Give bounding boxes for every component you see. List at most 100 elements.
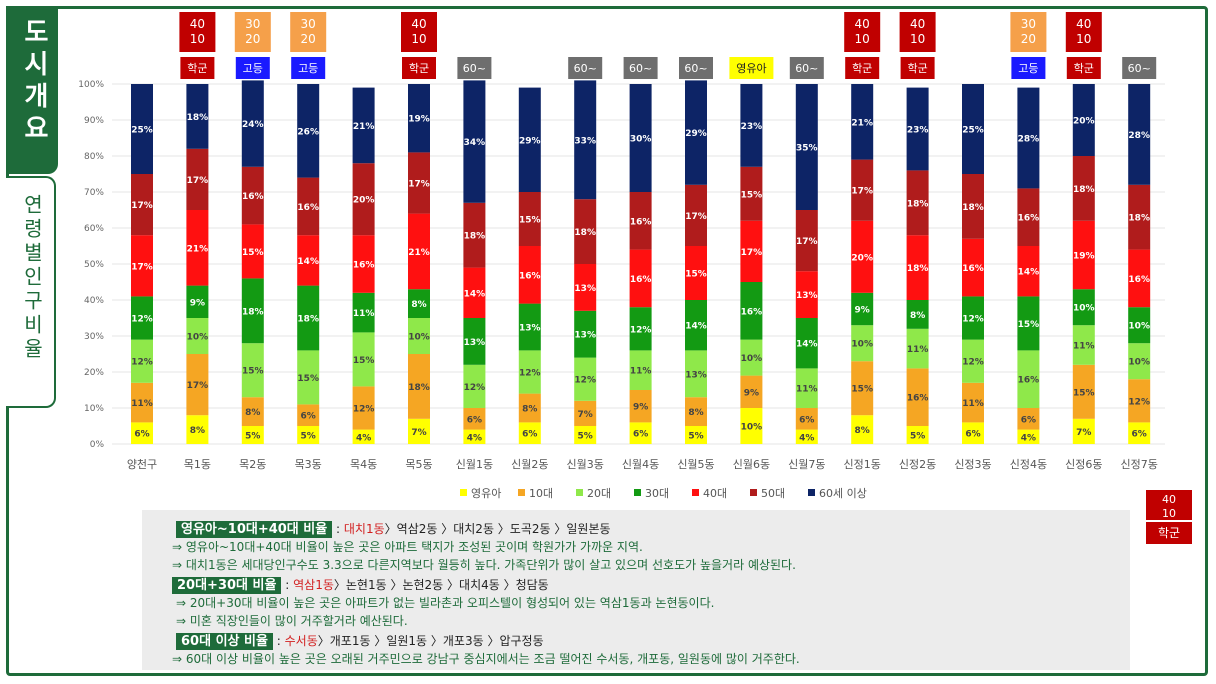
badge-text: 학군 (907, 62, 927, 75)
bar-segment (241, 426, 264, 444)
bar-segment (795, 408, 818, 430)
x-tick-label: 신정1동 (844, 458, 881, 471)
note-heading-2-label: 20대+30대 비율 (172, 577, 282, 594)
data-label: 20% (1073, 117, 1095, 127)
data-label: 35% (796, 144, 818, 154)
bar-segment (962, 422, 984, 444)
data-label: 25% (131, 126, 153, 136)
badge-top-text: 40 (855, 17, 870, 31)
bar-segment (740, 282, 763, 340)
note-heading-2-top: 역삼1동 (293, 578, 334, 592)
data-label: 16% (907, 394, 929, 404)
note-heading-2-rank: 〉논현1동 〉논현2동 〉대치4동 〉청담동 (333, 578, 549, 592)
bar-segment (685, 300, 707, 351)
bar-segment (574, 426, 597, 444)
bar-segment (795, 84, 818, 210)
badge-text: 60~ (795, 62, 818, 75)
data-label: 18% (187, 113, 209, 123)
badge-box (402, 57, 436, 79)
badge-top-box (899, 12, 936, 52)
bar-segment (408, 213, 430, 290)
bar-segment (297, 84, 320, 178)
bar-segment (1128, 84, 1151, 185)
y-tick-label: 90% (84, 116, 104, 126)
data-label: 18% (574, 228, 596, 238)
bar-segment (463, 267, 486, 318)
bar-segment (740, 84, 763, 167)
bar-segment (131, 174, 153, 236)
bar-segment (463, 318, 486, 365)
badge-top-text: 10 (411, 32, 426, 46)
data-label: 12% (464, 383, 486, 393)
data-label: 6% (633, 430, 648, 440)
bar-segment (740, 408, 763, 444)
bar-segment (1128, 184, 1151, 250)
data-label: 15% (242, 248, 264, 258)
data-label: 12% (131, 358, 153, 368)
data-label: 15% (685, 270, 707, 280)
badge-box (180, 57, 215, 79)
bar-segment (408, 318, 430, 354)
bar-segment (629, 307, 652, 351)
bar-segment (297, 426, 320, 444)
bar-segment (685, 350, 707, 398)
badge-top-text: 30 (301, 17, 316, 31)
bar-segment (1072, 364, 1095, 419)
bar-segment (241, 343, 264, 398)
badge-top-text: 40 (910, 17, 925, 31)
x-tick-label: 신정3동 (954, 458, 991, 471)
data-label: 16% (297, 203, 319, 213)
data-label: 15% (1018, 320, 1040, 330)
data-label: 5% (688, 432, 703, 442)
data-label: 6% (467, 415, 482, 425)
data-label: 17% (131, 201, 153, 211)
legend-label: 60세 이상 (819, 487, 867, 500)
notes-panel: 영유아~10대+40대 비율 : 대치1동〉역삼2동 〉대치2동 〉도곡2동 〉… (142, 510, 1130, 670)
bar-segment (851, 292, 874, 326)
note-heading-1-label: 영유아~10대+40대 비율 (176, 521, 333, 538)
data-label: 6% (799, 415, 814, 425)
section-tab: 도시개요 (6, 6, 58, 174)
bar-segment (241, 397, 264, 426)
data-label: 4% (467, 433, 482, 443)
bar-segment (1072, 84, 1095, 156)
y-tick-label: 60% (84, 224, 104, 234)
bar-segment (297, 350, 320, 405)
data-label: 16% (519, 271, 541, 281)
badge-top-text: 30 (1021, 17, 1036, 31)
data-label: 8% (190, 426, 205, 436)
badge-text: 고등 (1018, 62, 1038, 75)
y-tick-label: 100% (78, 80, 104, 90)
badge-text: 60~ (629, 62, 652, 75)
x-tick-label: 목5동 (405, 458, 432, 471)
bar-segment (408, 289, 430, 318)
bar-segment (518, 350, 541, 394)
badge-box (729, 57, 774, 79)
bar-segment (463, 364, 486, 408)
bar-segment (851, 415, 874, 444)
bar-segment (906, 426, 929, 444)
badge-text: 학군 (1074, 62, 1094, 75)
bar-segment (629, 350, 652, 390)
data-label: 11% (1073, 342, 1095, 352)
bar-segment (186, 318, 209, 354)
x-tick-label: 신월1동 (456, 458, 493, 471)
data-label: 10% (741, 423, 763, 433)
data-label: 15% (242, 367, 264, 377)
bar-segment (906, 368, 929, 426)
subsection-title: 연령별인구비율 (20, 194, 44, 362)
side-badge-bottom: 학군 (1146, 522, 1192, 544)
data-label: 10% (187, 333, 209, 343)
bar-segment (1017, 408, 1040, 430)
bar-segment (186, 354, 209, 416)
data-label: 16% (1018, 214, 1040, 224)
stacked-bar-chart: 0% 10% 20% 30% 40% 50% 60% 70% 80% 90% 100% 6% 11% 12… (78, 12, 1165, 500)
data-label: 7% (411, 428, 426, 438)
data-label: 34% (464, 138, 486, 148)
bar-segment (1072, 220, 1095, 290)
data-label: 18% (408, 383, 430, 393)
badge-text: 영유아 (736, 62, 766, 75)
data-label: 12% (630, 325, 652, 335)
data-label: 11% (131, 399, 153, 409)
badge-top-text: 20 (301, 32, 316, 46)
